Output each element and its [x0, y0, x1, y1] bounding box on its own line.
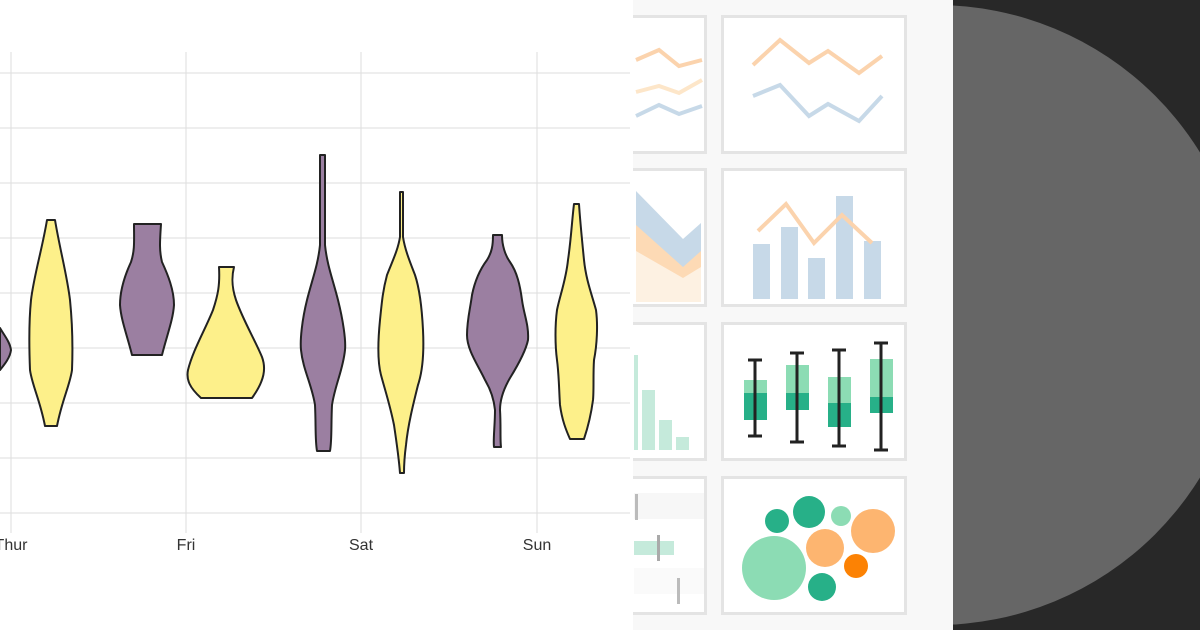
multi-line-thumbnail[interactable] [633, 15, 707, 154]
violin-sat-group1 [299, 154, 347, 452]
x-tick-fri: Fri [176, 537, 196, 554]
x-tick-thur: Thur [0, 537, 28, 554]
violin-thur-group2 [28, 219, 74, 427]
bubble-chart-thumbnail[interactable] [721, 476, 907, 615]
bubble-chart-icon [742, 496, 895, 601]
stacked-area-chart-icon [636, 191, 701, 302]
violin-chart-panel: Thur Fri Sat Sun [0, 52, 630, 554]
multi-line-chart-icon [635, 47, 703, 118]
decorative-circle-shape [953, 5, 1200, 625]
violin-fri-group2 [186, 266, 266, 399]
bullet-chart-icon [634, 493, 704, 604]
stacked-area-thumbnail[interactable] [633, 168, 707, 307]
bullet-chart-thumbnail[interactable] [633, 476, 707, 615]
dual-line-thumbnail[interactable] [721, 15, 907, 154]
histogram-thumbnail[interactable] [633, 322, 707, 461]
bar-line-combo-thumbnail[interactable] [721, 168, 907, 307]
violin-thur-group1 [0, 327, 12, 371]
dark-decorative-panel [953, 0, 1200, 630]
dual-line-chart-icon [751, 37, 884, 124]
chart-gallery-panel [633, 0, 953, 630]
violin-sat-group2 [377, 191, 425, 474]
x-tick-sun: Sun [522, 537, 552, 554]
histogram-chart-icon [634, 355, 689, 450]
violin-plot [0, 52, 630, 533]
violin-sun-group2 [554, 203, 599, 440]
x-tick-sat: Sat [348, 537, 374, 554]
box-errorbar-thumbnail[interactable] [721, 322, 907, 461]
violin-fri-group1 [119, 223, 175, 356]
box-errorbar-chart-icon [744, 341, 893, 452]
bar-line-combo-chart-icon [753, 196, 881, 299]
violin-sun-group1 [466, 234, 530, 448]
